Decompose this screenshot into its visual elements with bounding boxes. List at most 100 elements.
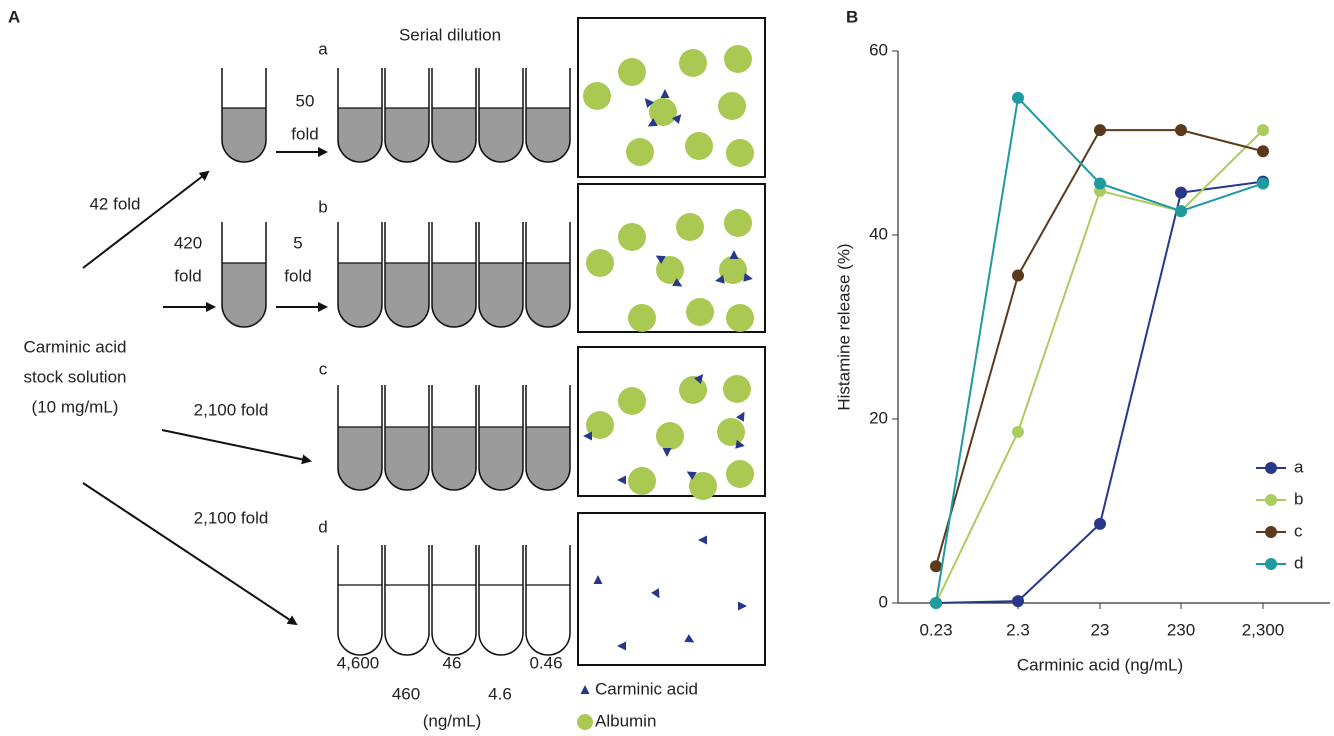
arrow-label: fold	[174, 266, 201, 285]
liquid	[222, 108, 266, 162]
arrow-label: 2,100 fold	[194, 508, 269, 527]
legend-label: Carminic acid	[595, 679, 698, 698]
data-point	[930, 597, 942, 609]
x-tick-label: 2.3	[1006, 620, 1030, 639]
carminic-acid	[594, 575, 603, 584]
y-tick-label: 0	[879, 592, 888, 611]
tube	[479, 545, 523, 655]
liquid	[432, 263, 476, 327]
arrow	[83, 172, 208, 268]
arrow-label: 42 fold	[89, 194, 140, 213]
data-point	[1175, 205, 1187, 217]
carminic-acid	[617, 642, 626, 651]
albumin	[618, 387, 646, 415]
liquid	[479, 427, 523, 490]
arrow	[162, 430, 310, 461]
legend-albumin	[577, 714, 593, 730]
legend-label: d	[1294, 553, 1303, 572]
figure: A Serial dilution Carminic acid stock solut…	[0, 0, 1334, 736]
liquid	[526, 263, 570, 327]
y-tick-label: 20	[869, 408, 888, 427]
concentration-label: 46	[443, 653, 462, 672]
legend-marker	[1265, 462, 1277, 474]
tube	[526, 545, 570, 655]
x-tick-label: 2,300	[1242, 620, 1285, 639]
diagram-title: Serial dilution	[399, 25, 501, 44]
albumin	[726, 139, 754, 167]
liquid	[222, 263, 266, 327]
liquid	[385, 108, 429, 162]
albumin	[685, 132, 713, 160]
tube	[385, 545, 429, 655]
arrow-label: 420	[174, 233, 202, 252]
legend-label: c	[1294, 521, 1303, 540]
data-point	[1012, 426, 1024, 438]
liquid	[479, 108, 523, 162]
concentration-label: 0.46	[529, 653, 562, 672]
liquid	[432, 427, 476, 490]
arrow-label: fold	[284, 266, 311, 285]
albumin	[628, 304, 656, 332]
concentration-label: 4,600	[337, 653, 380, 672]
albumin	[679, 376, 707, 404]
row-label: d	[318, 517, 327, 536]
source-text: stock solution	[24, 367, 127, 386]
data-point	[1094, 518, 1106, 530]
albumin	[724, 45, 752, 73]
albumin	[618, 223, 646, 251]
arrow-label: fold	[291, 124, 318, 143]
albumin	[686, 298, 714, 326]
concentration-label: 4.6	[488, 684, 512, 703]
albumin	[676, 213, 704, 241]
carminic-acid	[581, 685, 590, 694]
carminic-acid	[583, 432, 592, 441]
albumin	[717, 418, 745, 446]
data-point	[1175, 187, 1187, 199]
albumin	[679, 49, 707, 77]
legend-marker	[1265, 494, 1277, 506]
panel-label: B	[846, 7, 858, 26]
liquid	[385, 427, 429, 490]
data-point	[1257, 177, 1269, 189]
tube	[432, 545, 476, 655]
carminic-acid	[684, 634, 696, 646]
x-tick-label: 230	[1167, 620, 1195, 639]
panel-label: A	[8, 7, 20, 26]
x-tick-label: 23	[1091, 620, 1110, 639]
liquid	[338, 108, 382, 162]
arrow-label: 5	[293, 233, 302, 252]
arrow	[83, 483, 296, 624]
unit-label: (ng/mL)	[423, 711, 482, 730]
data-point	[1094, 124, 1106, 136]
albumin	[618, 58, 646, 86]
data-point	[1175, 124, 1187, 136]
liquid	[526, 108, 570, 162]
source-text: (10 mg/mL)	[32, 397, 119, 416]
liquid	[338, 427, 382, 490]
row-label: c	[319, 359, 328, 378]
data-point	[1257, 124, 1269, 136]
legend-marker	[1265, 526, 1277, 538]
albumin	[723, 375, 751, 403]
liquid	[479, 263, 523, 327]
legend-label: a	[1294, 457, 1304, 476]
albumin	[626, 138, 654, 166]
series-line	[936, 130, 1263, 603]
y-tick-label: 40	[869, 224, 888, 243]
y-axis-label: Histamine release (%)	[834, 243, 853, 410]
carminic-acid	[738, 602, 747, 611]
data-point	[1012, 595, 1024, 607]
data-point	[930, 560, 942, 572]
albumin	[586, 249, 614, 277]
albumin	[656, 422, 684, 450]
liquid	[432, 108, 476, 162]
albumin	[726, 460, 754, 488]
legend-marker	[1265, 558, 1277, 570]
concentration-label: 460	[392, 684, 420, 703]
carminic-acid	[714, 275, 724, 285]
source-text: Carminic acid	[24, 337, 127, 356]
carminic-acid	[730, 250, 739, 259]
albumin	[718, 92, 746, 120]
well-box	[578, 513, 765, 665]
legend-label: b	[1294, 489, 1303, 508]
